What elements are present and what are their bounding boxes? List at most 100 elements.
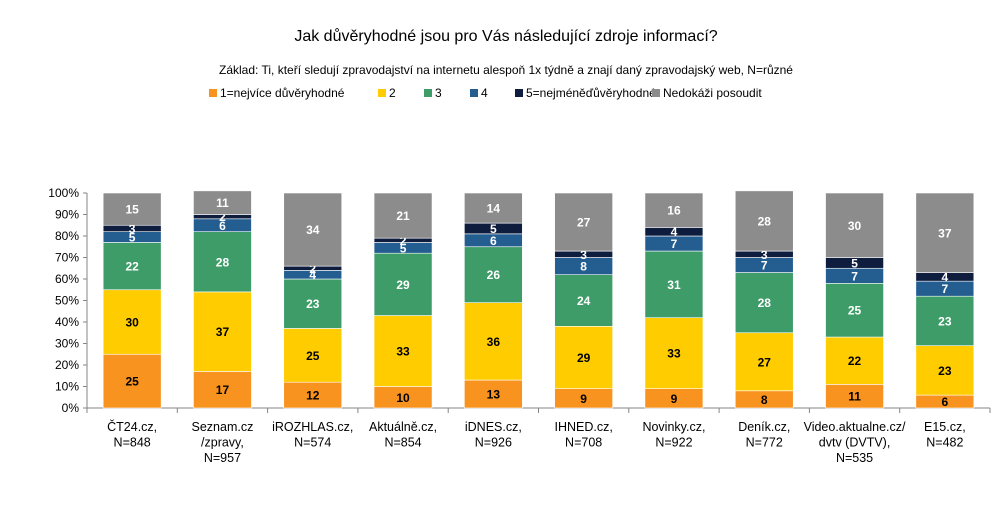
category-label-line: N=926 xyxy=(475,436,512,450)
data-label: 21 xyxy=(396,209,410,223)
bar-segment xyxy=(283,328,343,383)
bar-segment xyxy=(193,371,252,409)
bar-segment xyxy=(915,345,975,396)
legend: 1=nejvíce důvěryhodné 2 3 4 5=nejméněďůvěryh… xyxy=(209,86,762,100)
legend-label: 3 xyxy=(435,86,442,100)
data-label: 4 xyxy=(671,225,678,239)
bar-stack: 9 33 31 74 16 xyxy=(644,192,704,409)
category-label-line: Deník.cz, xyxy=(738,420,790,434)
chart-subtitle: Základ: Ti, kteří sledují zpravodajství … xyxy=(219,63,793,77)
data-label: 14 xyxy=(487,202,501,216)
category-label-line: E15.cz, xyxy=(924,420,966,434)
bar-segment xyxy=(283,278,343,329)
legend-label: 1=nejvíce důvěryhodné xyxy=(220,86,345,100)
legend-label: 4 xyxy=(481,86,488,100)
data-label: 6 xyxy=(490,234,497,248)
data-label: 4 xyxy=(942,270,949,284)
y-tick-label: 40% xyxy=(55,315,79,329)
bar-segment xyxy=(915,192,975,273)
bar-segment xyxy=(825,282,884,338)
y-tick-label: 20% xyxy=(55,358,79,372)
category-label-line: IHNED.cz, xyxy=(554,420,612,434)
bar-segment xyxy=(554,192,613,252)
data-label: 26 xyxy=(487,268,501,282)
category-label-line: Novinky.cz, xyxy=(642,420,705,434)
data-label: 6 xyxy=(942,395,949,409)
data-label: 22 xyxy=(848,354,862,368)
data-label: 33 xyxy=(667,347,681,361)
data-label: 24 xyxy=(577,294,591,308)
y-tick-label: 80% xyxy=(55,229,79,243)
legend-swatch xyxy=(515,89,523,97)
data-label: 27 xyxy=(577,216,591,230)
y-tick-label: 90% xyxy=(55,208,79,222)
bar-segment xyxy=(464,379,523,409)
bar-stack: 11 22 25 75 30 xyxy=(825,192,884,409)
data-label: 5 xyxy=(129,231,136,245)
bar-segment xyxy=(644,317,704,389)
data-label: 5 xyxy=(490,222,497,236)
data-label: 9 xyxy=(671,392,678,406)
legend-label: Nedokáži posoudit xyxy=(663,86,762,100)
data-label: 28 xyxy=(758,214,772,228)
data-label: 12 xyxy=(306,389,320,403)
y-tick-label: 70% xyxy=(55,251,79,265)
data-label: 29 xyxy=(396,278,410,292)
data-label: 23 xyxy=(938,314,952,328)
category-label-line: Aktuálně.cz, xyxy=(369,420,437,434)
data-label: 3 xyxy=(129,222,136,236)
data-label: 25 xyxy=(848,304,862,318)
data-label: 28 xyxy=(758,296,772,310)
data-label: 7 xyxy=(671,237,678,251)
category-label: Video.aktualne.cz/dvtv (DVTV), N=535 xyxy=(804,420,906,465)
category-label-line: iROZHLAS.cz, xyxy=(272,420,353,434)
bar-segment xyxy=(554,325,613,389)
data-label: 5 xyxy=(851,256,858,270)
category-label: Deník.cz, N=772 xyxy=(738,420,790,450)
bar-segment xyxy=(644,192,704,228)
data-label: 25 xyxy=(125,375,139,389)
category-label-line: ČT24.cz, xyxy=(107,419,157,434)
bar-segment xyxy=(915,295,975,346)
bar-segment xyxy=(193,291,252,372)
data-label: 11 xyxy=(216,196,229,210)
bar-segment xyxy=(283,192,343,267)
legend-swatch xyxy=(470,89,478,97)
category-label-line: N=957 xyxy=(204,451,241,465)
bar-segment xyxy=(193,190,252,215)
category-labels: ČT24.cz, N=848 Seznam.cz/zpravy, N=957 iROZH… xyxy=(107,419,966,465)
data-label: 36 xyxy=(487,335,501,349)
data-label: 37 xyxy=(216,325,230,339)
category-label-line: Seznam.cz xyxy=(192,420,254,434)
data-label: 10 xyxy=(396,391,410,405)
bar-segment xyxy=(464,192,523,224)
data-label: 2 xyxy=(219,210,226,224)
data-label: 34 xyxy=(306,223,320,237)
data-label: 29 xyxy=(577,351,591,365)
axes: 0% 10% 20% 30% 40% 50% 60% 70% 80% 90% 100% xyxy=(48,186,991,415)
data-label: 11 xyxy=(848,390,861,404)
data-label: 23 xyxy=(938,364,952,378)
data-label: 25 xyxy=(306,349,320,363)
data-label: 27 xyxy=(758,355,772,369)
category-label: Seznam.cz/zpravy, N=957 xyxy=(192,420,254,465)
data-label: 2 xyxy=(309,262,316,276)
legend-swatch xyxy=(378,89,386,97)
category-label: IHNED.cz, N=708 xyxy=(554,420,612,450)
y-tick-label: 10% xyxy=(55,380,79,394)
bar-stack: 8 27 28 73 28 xyxy=(734,190,794,409)
data-label: 17 xyxy=(216,383,230,397)
bar-segment xyxy=(373,192,433,239)
bar-segment xyxy=(283,381,343,409)
bar-segment xyxy=(373,252,433,316)
bar-segment xyxy=(825,336,884,385)
category-label-line: N=922 xyxy=(655,436,692,450)
data-label: 23 xyxy=(306,297,320,311)
bar-stack: 13 36 26 65 14 xyxy=(464,192,523,409)
category-label: Aktuálně.cz, N=854 xyxy=(369,420,437,450)
y-tick-label: 60% xyxy=(55,272,79,286)
category-label: Novinky.cz, N=922 xyxy=(642,420,705,450)
